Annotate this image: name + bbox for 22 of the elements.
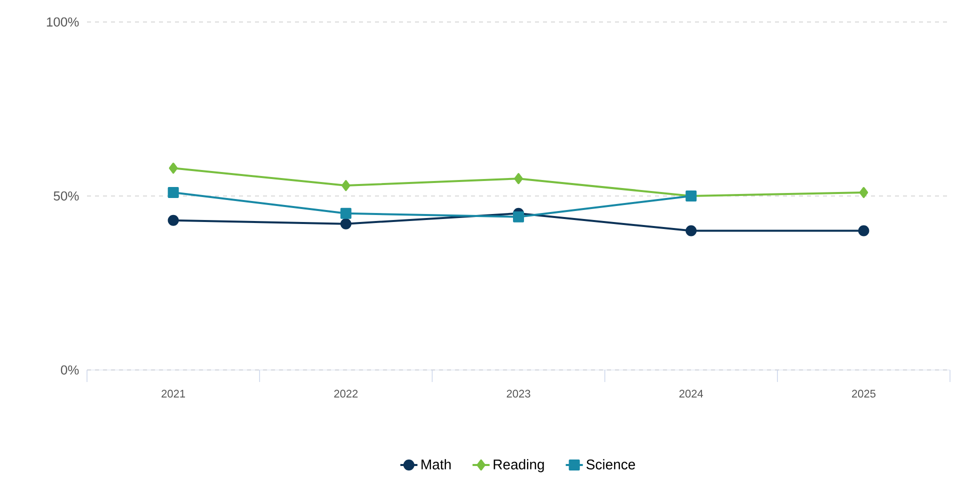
point [858,225,870,236]
x-tick-label: 2024 [679,390,704,398]
point [168,162,178,174]
y-tick-label: 50% [54,191,79,201]
point [513,211,524,222]
x-tick-label: 2025 [852,390,876,398]
point [342,180,350,192]
y-tick-label: 100% [46,17,79,27]
point [168,214,179,226]
point [859,187,868,198]
y-tick-label: 0% [60,365,79,375]
point [514,173,523,184]
point [340,218,352,230]
x-tick-label: 2021 [162,390,186,398]
legend-label: Math [422,459,451,470]
legend-label: Reading [494,459,544,472]
legend-label: Science [586,459,636,470]
x-tick-label: 2022 [334,390,358,398]
x-tick-label: 2023 [506,390,530,398]
point [168,187,179,198]
point [686,225,697,236]
point [340,208,352,219]
